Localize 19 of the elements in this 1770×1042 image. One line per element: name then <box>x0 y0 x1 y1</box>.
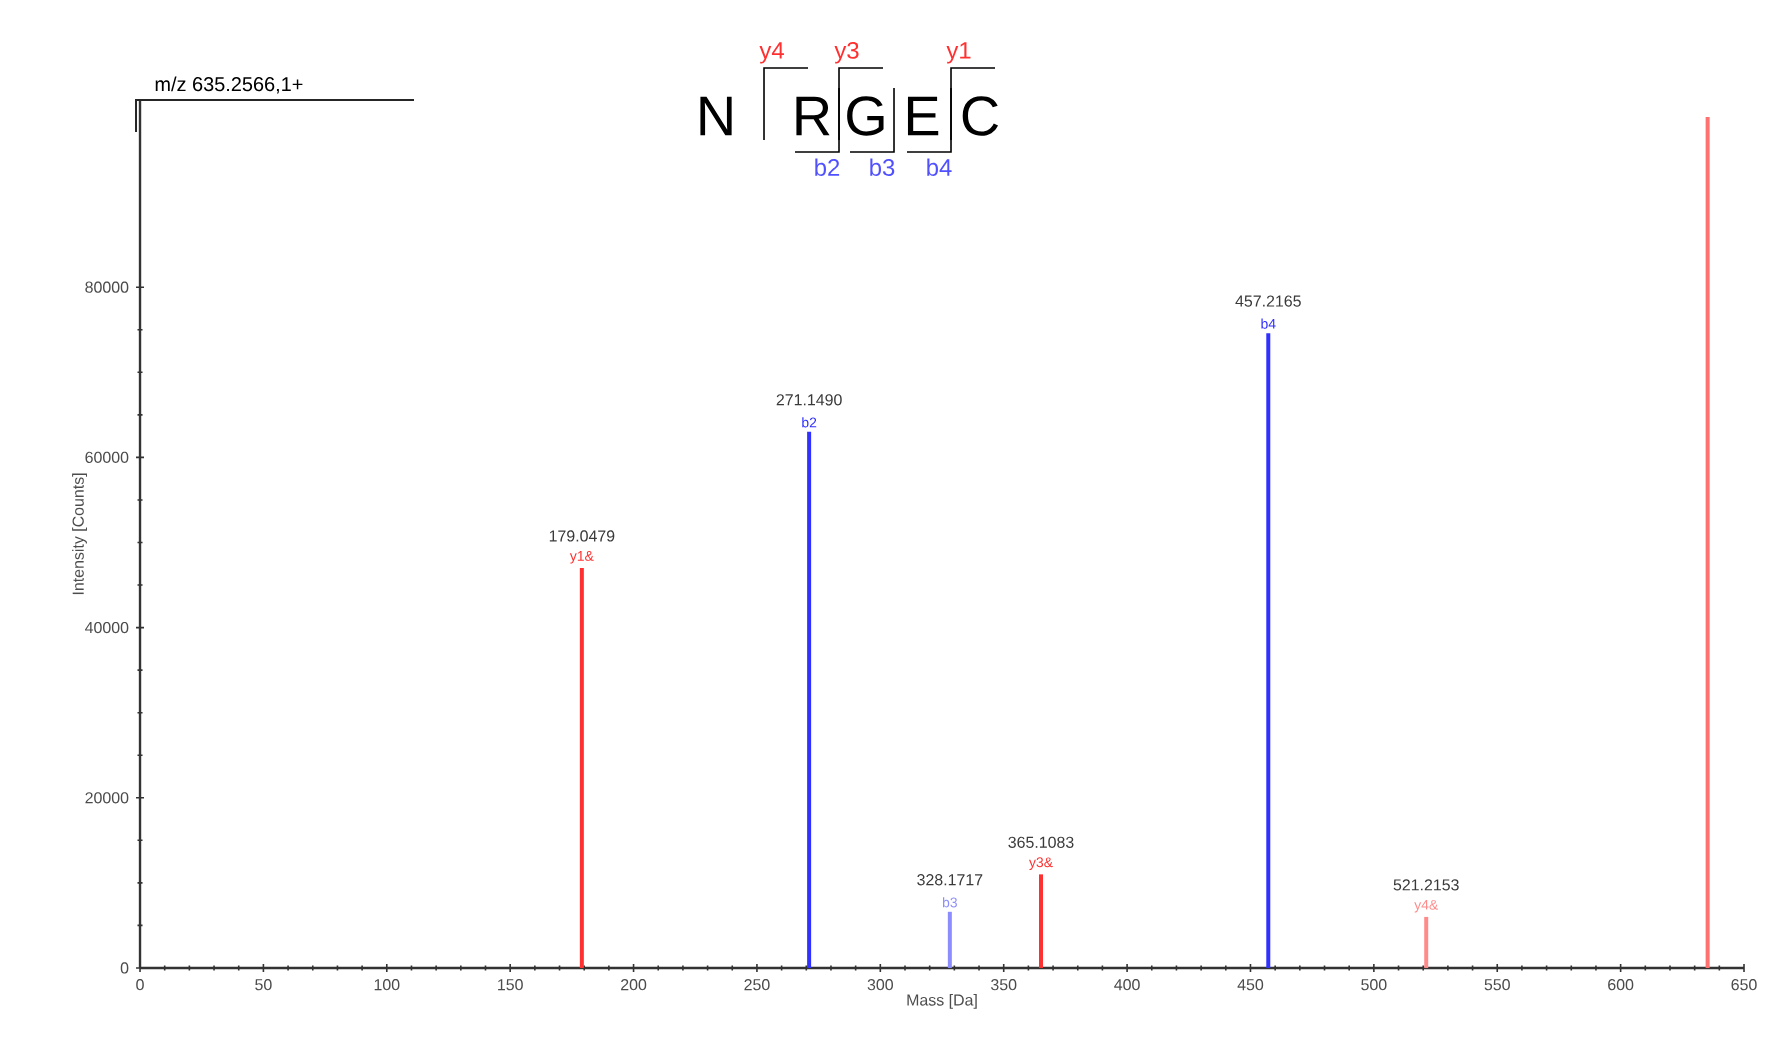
annotation: b4 <box>927 158 952 176</box>
bar <box>579 568 584 968</box>
text: y4 <box>759 42 784 64</box>
annotation: N <box>700 96 732 136</box>
bar <box>1424 916 1429 968</box>
bar <box>807 431 812 968</box>
text: y3 <box>834 41 859 64</box>
bar <box>1705 116 1710 968</box>
bar <box>1266 333 1271 968</box>
bar <box>947 911 952 968</box>
annotation: C <box>962 96 999 136</box>
annotation: G <box>847 96 884 136</box>
text: y1 <box>946 42 971 64</box>
annotation: b3 <box>870 158 895 176</box>
text: m/z 635.2566,1+ <box>155 76 303 94</box>
annotation: R <box>796 96 830 136</box>
annotation: b2 <box>815 158 840 176</box>
annotation: E <box>907 96 939 136</box>
bar <box>1038 874 1043 968</box>
